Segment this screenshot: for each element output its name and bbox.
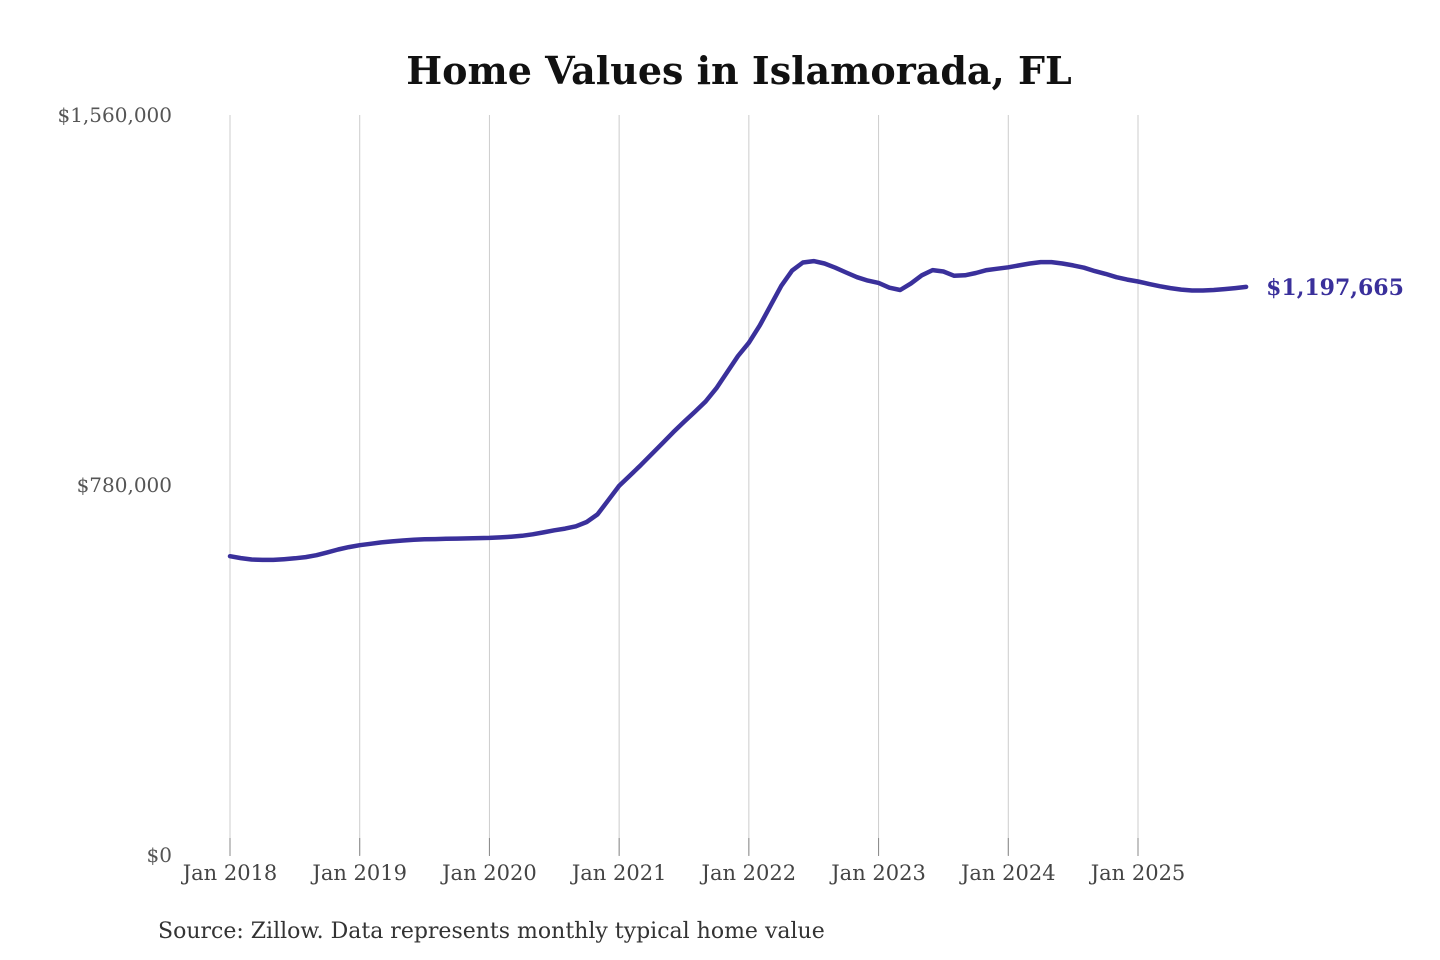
gridlines <box>229 115 1139 855</box>
x-axis-tick-label: Jan 2024 <box>959 861 1056 885</box>
source-note: Source: Zillow. Data represents monthly … <box>158 919 825 944</box>
x-axis-tick-label: Jan 2023 <box>829 861 926 885</box>
y-axis-tick-label: $0 <box>147 843 172 867</box>
chart-title: Home Values in Islamorada, FL <box>406 48 1071 93</box>
x-axis-tick-label: Jan 2021 <box>570 861 667 885</box>
x-axis-tick-label: Jan 2018 <box>181 861 278 885</box>
value-line <box>227 258 1249 563</box>
y-axis-tick-label: $1,560,000 <box>57 103 172 127</box>
y-axis-labels: $1,560,000 $780,000 $0 <box>57 103 172 867</box>
x-axis-labels: Jan 2018 Jan 2019 Jan 2020 Jan 2021 Jan 2022… <box>181 861 1186 885</box>
axis-ticks <box>229 838 1139 856</box>
latest-value-label: $1,197,665 <box>1266 275 1404 301</box>
x-axis-tick-label: Jan 2022 <box>700 861 797 885</box>
x-axis-tick-label: Jan 2025 <box>1089 861 1186 885</box>
y-axis-tick-label: $780,000 <box>77 473 172 497</box>
x-axis-tick-label: Jan 2020 <box>440 861 537 885</box>
x-axis-tick-label: Jan 2019 <box>310 861 407 885</box>
